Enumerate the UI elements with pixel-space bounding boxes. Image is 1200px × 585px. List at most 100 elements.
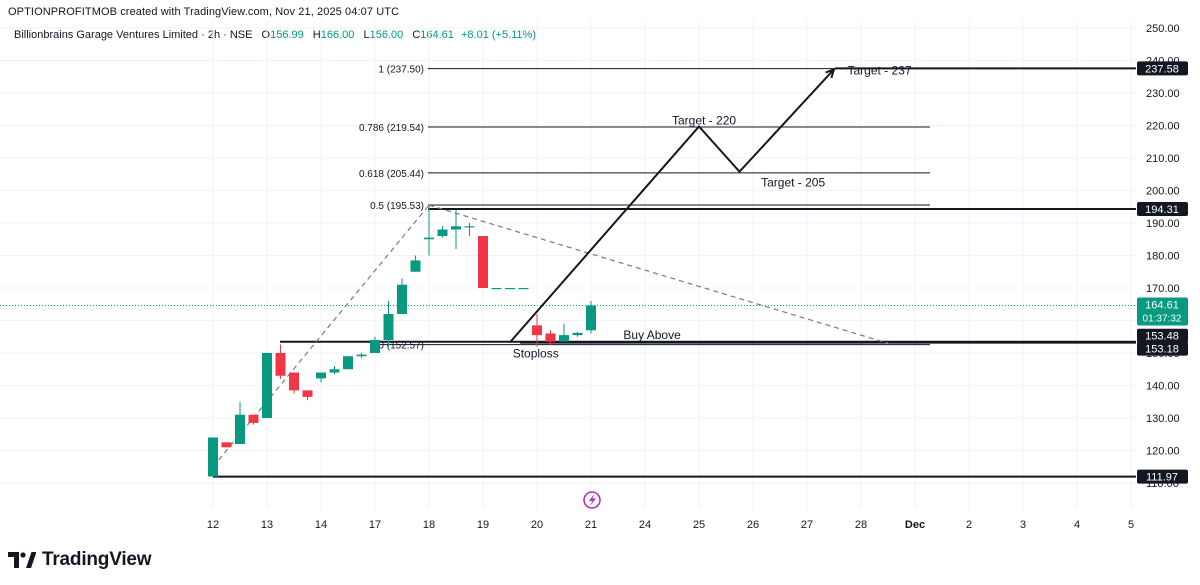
- candle-body: [397, 284, 407, 314]
- candle: [518, 288, 529, 290]
- time-tick-label: 26: [747, 519, 759, 531]
- time-tick-label: 25: [693, 519, 705, 531]
- candle-body: [302, 390, 313, 397]
- price-tag-bg: [1137, 61, 1188, 76]
- time-tick-label: 24: [639, 519, 651, 531]
- price-tag-bg: [1137, 469, 1188, 484]
- high-label: H: [312, 29, 321, 41]
- candle-body: [248, 414, 259, 423]
- candle-body: [316, 372, 326, 379]
- candle: [343, 356, 353, 370]
- price-tag-label: 111.97: [1146, 472, 1178, 484]
- time-tick-label: 3: [1020, 519, 1026, 531]
- candle: [545, 330, 556, 345]
- candle: [208, 437, 218, 477]
- fib-retracement[interactable]: 0 (152.57) 0.5 (195.53) 0.618 (205.44) 0.78…: [359, 65, 930, 352]
- candle-body: [329, 369, 340, 373]
- price-tick-label: 140.00: [1146, 381, 1180, 393]
- price-tag-bg: [1137, 341, 1188, 356]
- lightning-icon[interactable]: [583, 491, 601, 509]
- fib-level-label: 1 (237.50): [378, 65, 424, 76]
- time-tick-label: 13: [261, 519, 273, 531]
- open-value: 156.99: [270, 29, 304, 41]
- candle-body: [437, 229, 448, 236]
- candle: [383, 301, 394, 347]
- chart-annotation[interactable]: Target - 237: [848, 63, 912, 77]
- candle: [559, 323, 569, 342]
- time-tick-label: 2: [966, 519, 972, 531]
- candle: [572, 331, 583, 337]
- projection-path[interactable]: [509, 68, 835, 343]
- tradingview-logo[interactable]: TradingView: [8, 548, 152, 572]
- candle-body: [586, 305, 596, 331]
- low-value: 156.00: [369, 29, 404, 41]
- time-tick-label: 28: [855, 519, 867, 531]
- candle-body: [343, 356, 353, 370]
- price-tag: 164.61 01:37:32: [1137, 297, 1188, 326]
- price-tag: 153.48: [1137, 328, 1188, 343]
- candle: [451, 210, 461, 249]
- chart-attribution: OPTIONPROFITMOB created with TradingView…: [8, 6, 400, 18]
- price-tag: 194.31: [1137, 201, 1188, 216]
- time-axis[interactable]: 12 13 14 17 18 19 20 21 24 25 26 27 28 Dec 2 3 4 5: [207, 519, 1134, 531]
- candle-body: [559, 335, 569, 342]
- change-value: +8.01 (+5.11%): [460, 29, 536, 41]
- fib-level-label: 0.5 (195.53): [370, 201, 424, 212]
- price-tag-countdown: 01:37:32: [1143, 314, 1182, 325]
- price-tag: 237.58: [1137, 61, 1188, 76]
- horizontal-lines[interactable]: [213, 67, 1136, 478]
- candle: [532, 314, 542, 347]
- time-tick-label: 14: [315, 519, 327, 531]
- chart-annotation[interactable]: Target - 205: [761, 175, 825, 189]
- candle: [424, 205, 434, 256]
- annotations[interactable]: Target - 237 Target - 220 Target - 205 Buy …: [513, 63, 912, 360]
- price-axis[interactable]: 110.00120.00130.00140.00150.00160.00170.…: [1146, 23, 1180, 490]
- chart-annotation[interactable]: Buy Above: [623, 328, 681, 342]
- price-tag-label: 153.48: [1145, 331, 1179, 343]
- price-tag: 111.97: [1137, 469, 1188, 484]
- candle-body: [262, 353, 272, 418]
- price-tick-label: 180.00: [1146, 251, 1180, 263]
- candle-body: [370, 340, 380, 353]
- grid: [0, 20, 1136, 510]
- candle-body: [505, 288, 515, 290]
- price-tick-label: 200.00: [1146, 186, 1180, 198]
- candles: [208, 205, 596, 477]
- candle: [356, 353, 367, 358]
- candle: [586, 301, 596, 334]
- trend-lines[interactable]: [212, 67, 889, 468]
- chart-annotation[interactable]: Stoploss: [513, 347, 559, 361]
- candle-body: [451, 226, 461, 230]
- price-tick-label: 190.00: [1146, 218, 1180, 230]
- candle-body: [289, 372, 299, 391]
- close-label: C: [412, 29, 421, 41]
- candle: [478, 236, 488, 288]
- symbol-name: Billionbrains Garage Ventures Limited · …: [14, 29, 253, 41]
- price-tick-label: 130.00: [1146, 413, 1180, 425]
- time-tick-label: 27: [801, 519, 813, 531]
- projection-arrowhead: [825, 67, 836, 79]
- candle-body: [491, 288, 502, 290]
- fib-level-label: 0 (152.57): [378, 341, 424, 352]
- price-tag-label: 194.31: [1145, 204, 1179, 216]
- price-tick-label: 170.00: [1146, 283, 1180, 295]
- time-tick-label: 20: [531, 519, 543, 531]
- time-tick-label: 4: [1074, 519, 1080, 531]
- price-tick-label: 120.00: [1146, 446, 1180, 458]
- low-label: L: [363, 29, 370, 41]
- chart-annotation[interactable]: Target - 220: [672, 114, 736, 128]
- dashed-trend-line[interactable]: [212, 204, 430, 468]
- price-tag-bg: [1137, 297, 1188, 326]
- price-tag-bg: [1137, 328, 1188, 343]
- price-tick-label: 230.00: [1146, 88, 1180, 100]
- candle: [316, 372, 326, 383]
- candle: [505, 288, 515, 290]
- tradingview-logo-icon: [8, 552, 36, 568]
- candle-body: [545, 333, 556, 342]
- time-tick-label: 21: [585, 519, 597, 531]
- candle: [464, 223, 475, 236]
- dashed-trend-line[interactable]: [428, 204, 889, 344]
- candle: [491, 288, 502, 290]
